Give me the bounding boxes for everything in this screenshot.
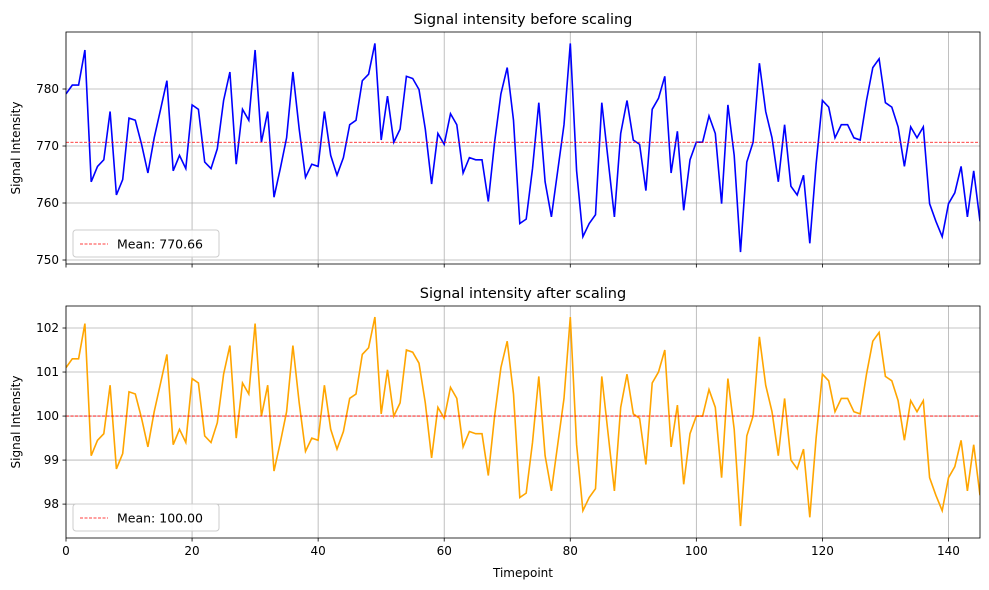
x-tick-label: 0 bbox=[62, 544, 70, 558]
y-axis-label: Signal Intensity bbox=[9, 102, 23, 195]
y-tick-label: 760 bbox=[36, 196, 59, 210]
y-tick-label: 750 bbox=[36, 253, 59, 267]
x-tick-label: 20 bbox=[184, 544, 199, 558]
legend-label: Mean: 100.00 bbox=[117, 511, 203, 526]
x-tick-label: 140 bbox=[937, 544, 960, 558]
y-tick-label: 100 bbox=[36, 409, 59, 423]
legend-label: Mean: 770.66 bbox=[117, 237, 203, 252]
y-axis-label: Signal Intensity bbox=[9, 376, 23, 469]
legend: Mean: 100.00 bbox=[72, 503, 220, 532]
axes-frame bbox=[65, 31, 981, 265]
x-axis-label: Timepoint bbox=[492, 566, 553, 580]
x-tick-label: 80 bbox=[563, 544, 578, 558]
after-scaling-plot: 0 20 40 60 80 100 120 140 98 99 100 101 102 Signal in… bbox=[9, 286, 981, 580]
y-tick-label: 101 bbox=[36, 365, 59, 379]
x-tick-label: 100 bbox=[685, 544, 708, 558]
plot-title: Signal intensity before scaling bbox=[414, 12, 633, 28]
legend-box bbox=[72, 503, 220, 532]
axes-frame bbox=[65, 305, 981, 539]
y-tick-label: 102 bbox=[36, 321, 59, 335]
x-tick-label: 60 bbox=[437, 544, 452, 558]
plot-title: Signal intensity after scaling bbox=[420, 286, 626, 302]
y-tick-label: 780 bbox=[36, 82, 59, 96]
y-tick-label: 99 bbox=[44, 453, 59, 467]
before-scaling-plot: 750 760 770 780 Signal intensity before scal… bbox=[9, 12, 981, 268]
legend-box bbox=[72, 229, 220, 258]
signal-line bbox=[66, 316, 980, 527]
x-tick-label: 40 bbox=[310, 544, 325, 558]
y-tick-label: 98 bbox=[44, 497, 59, 511]
y-tick-label: 770 bbox=[36, 139, 59, 153]
x-tick-label: 120 bbox=[811, 544, 834, 558]
legend: Mean: 770.66 bbox=[72, 229, 220, 258]
signal-line bbox=[66, 43, 980, 253]
